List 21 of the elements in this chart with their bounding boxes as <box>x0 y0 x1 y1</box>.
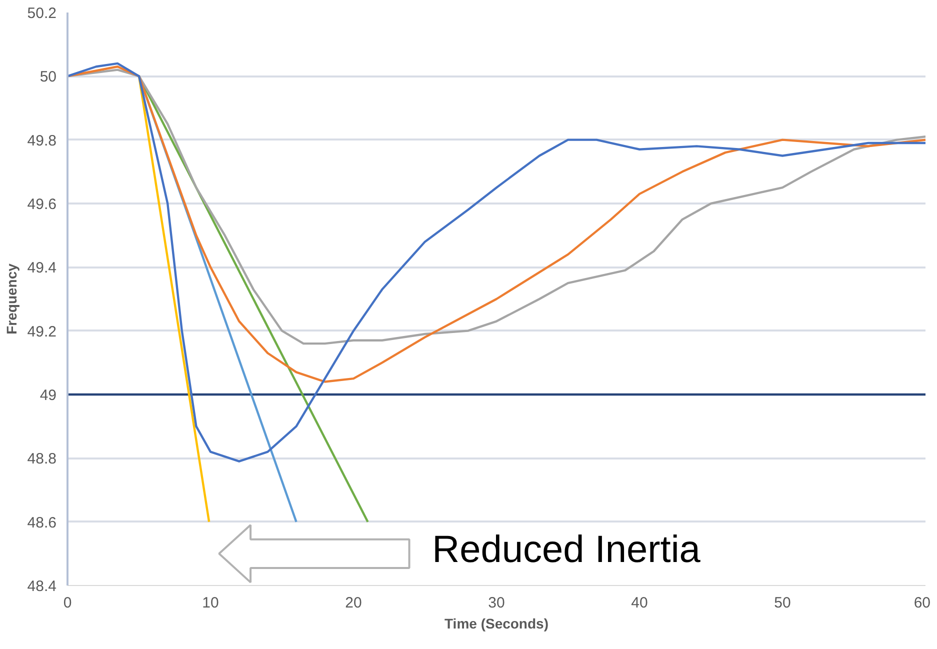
y-tick-label: 49.2 <box>27 323 57 340</box>
x-tick-label: 50 <box>774 594 791 612</box>
line-series <box>68 62 926 462</box>
x-tick-label: 0 <box>63 594 72 612</box>
y-tick-label: 48.4 <box>27 578 57 595</box>
x-tick-label: 60 <box>914 594 931 612</box>
x-tick-label: 10 <box>202 594 219 612</box>
annotation: Reduced Inertia <box>432 529 702 572</box>
y-tick-label: 49 <box>40 387 57 404</box>
x-tick-label: 30 <box>488 594 505 612</box>
y-tick-label: 49.6 <box>27 196 57 213</box>
y-tick-label: 49.8 <box>27 132 57 150</box>
y-tick-label: 48.8 <box>27 450 57 468</box>
y-tick-label: 50.2 <box>27 5 57 22</box>
y-tick-label: 49.4 <box>27 260 57 277</box>
x-tick-label: 20 <box>345 594 362 612</box>
x-tick-label: 40 <box>631 594 648 612</box>
y-axis-title: Frequency <box>3 263 20 334</box>
y-tick-label: 48.6 <box>27 514 57 532</box>
y-tick-label: 50 <box>40 68 57 86</box>
x-axis-title: Time (Seconds) <box>444 616 549 632</box>
